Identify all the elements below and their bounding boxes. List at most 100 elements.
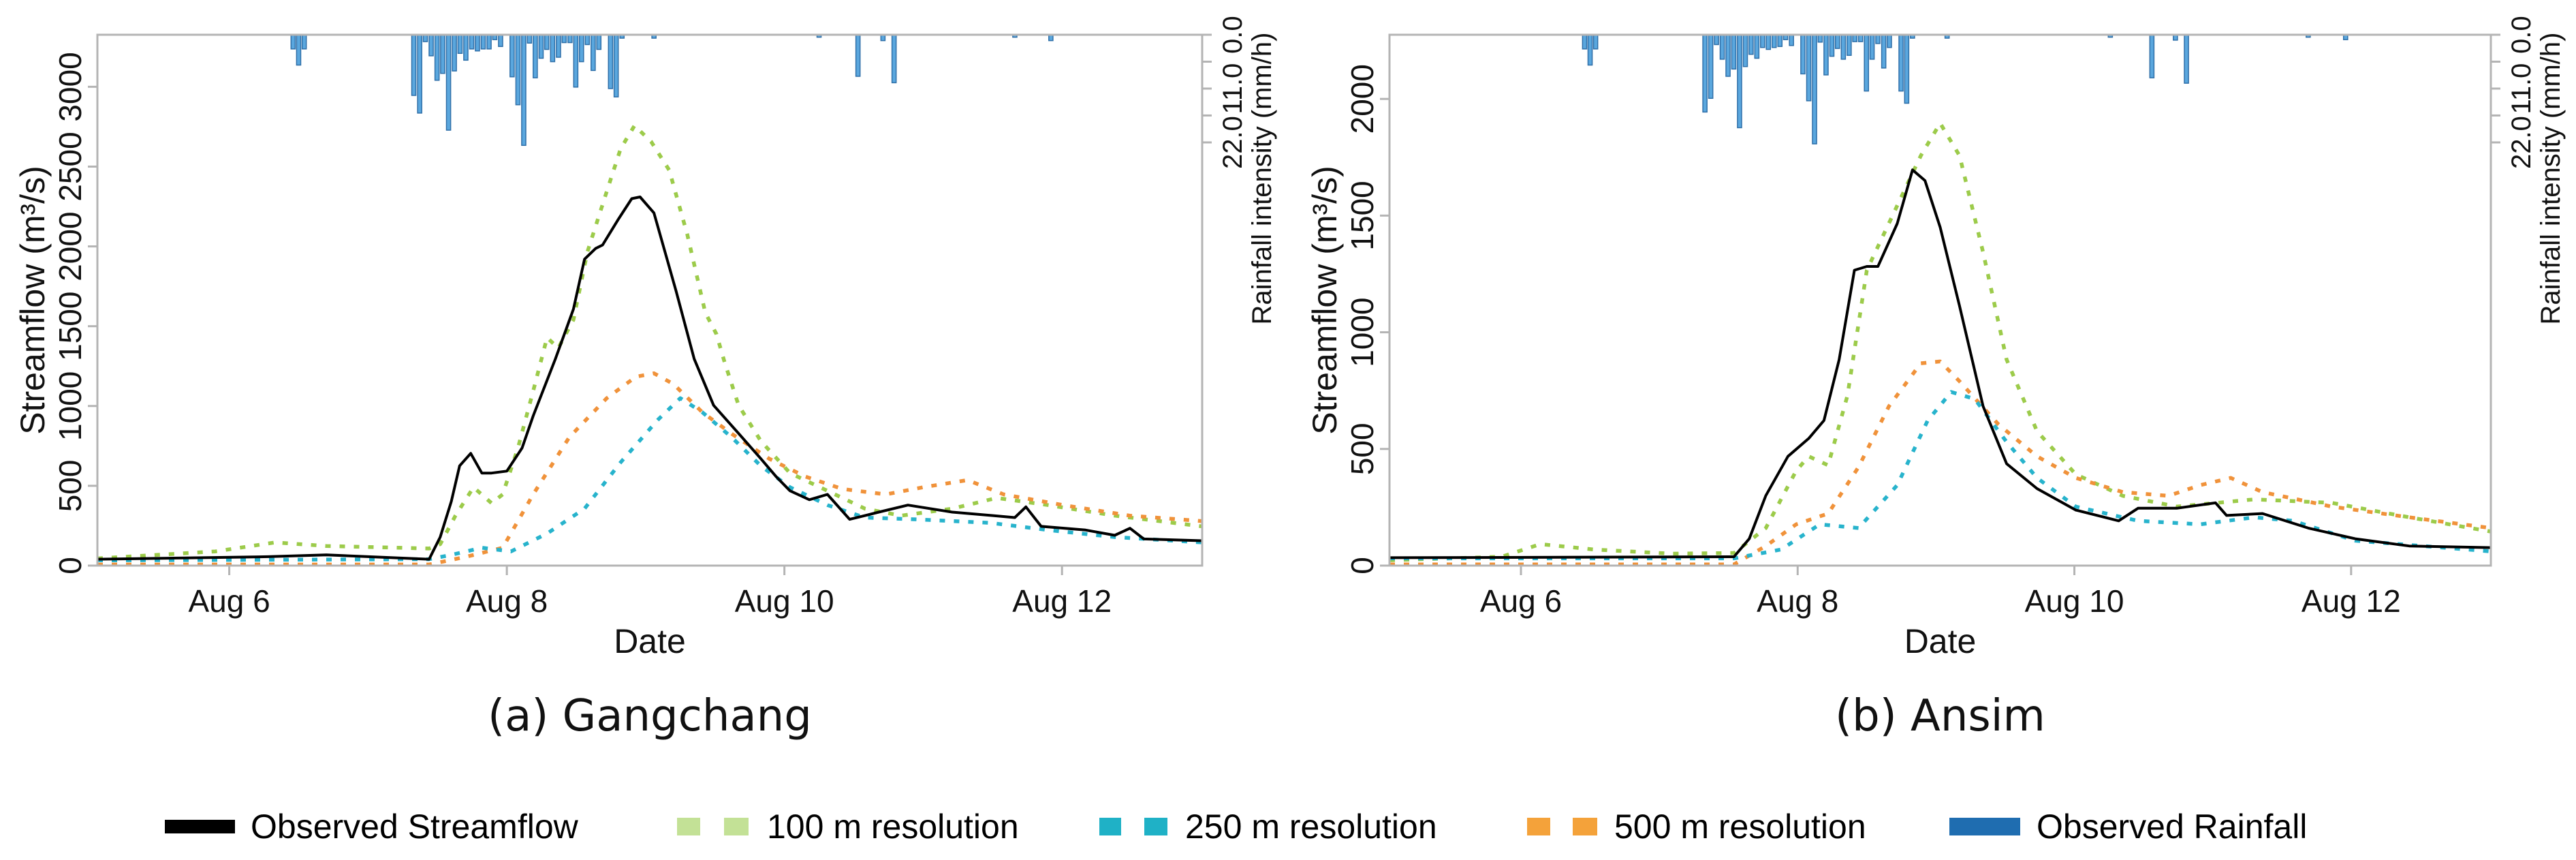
y-axis-title: Streamflow (m³/s)	[14, 166, 52, 434]
rainfall-bar	[1742, 34, 1748, 67]
rainfall-bar	[613, 34, 619, 97]
rain-tick-label: 11.0	[1218, 63, 1248, 114]
rainfall-bar	[1702, 34, 1708, 113]
rain-axis-title: Rainfall intensity (mm/h)	[2536, 32, 2566, 324]
legend-swatch-solid	[165, 820, 235, 833]
rainfall-bar	[561, 34, 567, 44]
legend-item-100m: 100 m resolution	[677, 808, 1019, 846]
rain-tick-label: 0.0	[2507, 16, 2536, 54]
rainfall-bar	[515, 34, 521, 106]
rainfall-bar	[1864, 34, 1870, 92]
rainfall-bar	[1800, 34, 1806, 75]
rainfall-bar	[1725, 34, 1731, 77]
rainfall-bar	[2184, 34, 2189, 84]
rainfall-bar	[596, 34, 602, 50]
rainfall-bar	[1708, 34, 1714, 99]
rainfall-bar	[440, 34, 445, 74]
series-line-250-m-resolution	[97, 396, 1203, 563]
rainfall-bar	[1719, 34, 1725, 60]
rainfall-bar	[463, 34, 469, 61]
rainfall-bar	[301, 34, 307, 50]
legend-swatch-dash	[724, 818, 749, 835]
legend-label: 500 m resolution	[1614, 808, 1866, 846]
rainfall-bar	[411, 34, 417, 96]
rainfall-bar	[855, 34, 861, 77]
plot-frame	[96, 33, 1204, 567]
rainfall-bar	[544, 34, 550, 50]
rainfall-bar	[452, 34, 457, 72]
rainfall-bar	[1857, 34, 1864, 42]
y-tick-label: 2500	[52, 132, 88, 201]
legend-swatch-dash	[1527, 818, 1550, 835]
rainfall-bar	[584, 34, 591, 46]
rainfall-bar	[1852, 34, 1857, 42]
rainfall-bar	[428, 34, 434, 57]
rainfall-bar	[1714, 34, 1719, 46]
series-line-100-m-resolution	[1389, 121, 2492, 562]
rainfall-bar	[527, 34, 533, 44]
legend-item-250m: 250 m resolution	[1099, 808, 1437, 846]
rainfall-bar	[1582, 34, 1588, 50]
rainfall-bar	[475, 34, 480, 52]
x-axis-title: Date	[614, 622, 686, 660]
rainfall-bar	[1789, 34, 1794, 46]
legend-item-500m: 500 m resolution	[1527, 808, 1866, 846]
rainfall-bar	[417, 34, 422, 114]
legend-swatch-dash	[1144, 818, 1167, 835]
x-tick-label: Aug 8	[466, 583, 548, 619]
rainfall-bar	[1847, 34, 1852, 56]
y-tick-label: 0	[1345, 557, 1380, 574]
rainfall-bar	[1748, 34, 1754, 55]
legend-swatch-dash	[1573, 818, 1597, 835]
rainfall-bar	[457, 34, 463, 55]
rainfall-bar	[1869, 34, 1875, 60]
rainfall-bar	[1904, 34, 1910, 104]
y-tick-label: 500	[1345, 423, 1380, 475]
rainfall-bar	[556, 34, 561, 58]
legend: Observed Streamflow 100 m resolution 250…	[165, 808, 2307, 846]
rainfall-bar	[578, 34, 584, 63]
rain-tick-label: 22.0	[1218, 116, 1248, 169]
series-line-500-m-resolution	[1389, 359, 2492, 567]
rainfall-bar	[296, 34, 302, 66]
rainfall-bar	[1834, 34, 1840, 49]
y-tick-label: 3000	[52, 52, 88, 121]
rain-tick-label: 11.0	[2507, 63, 2536, 114]
rainfall-bar	[1898, 34, 1904, 92]
x-tick-label: Aug 10	[735, 583, 834, 619]
rainfall-bar	[1812, 34, 1817, 144]
y-axis-title: Streamflow (m³/s)	[1306, 166, 1344, 434]
y-tick-label: 1000	[52, 371, 88, 441]
rainfall-bar	[591, 34, 596, 72]
rainfall-bar	[422, 34, 428, 42]
rainfall-bar	[2149, 34, 2155, 78]
rainfall-bar	[1777, 34, 1783, 47]
x-tick-label: Aug 10	[2025, 583, 2124, 619]
rainfall-bar	[434, 34, 440, 81]
legend-swatch-dash	[1099, 818, 1121, 835]
rainfall-bar	[1829, 34, 1835, 57]
rainfall-bar	[1737, 34, 1742, 129]
rainfall-bar	[1823, 34, 1829, 76]
legend-item-observed-streamflow: Observed Streamflow	[165, 808, 579, 846]
rainfall-bar	[521, 34, 527, 147]
x-tick-label: Aug 12	[1012, 583, 1112, 619]
rainfall-bar	[290, 34, 296, 50]
series-line-observed-streamflow	[97, 196, 1203, 561]
rainfall-bar	[469, 34, 475, 50]
rainfall-bar	[480, 34, 486, 50]
rainfall-bar	[538, 34, 544, 59]
series-line-500-m-resolution	[97, 371, 1203, 567]
rainfall-bar	[1875, 34, 1881, 44]
rainfall-bar	[1806, 34, 1812, 102]
x-tick-label: Aug 6	[1480, 583, 1562, 619]
rainfall-bar	[509, 34, 515, 78]
rainfall-bar	[445, 34, 452, 131]
series-line-observed-streamflow	[1389, 168, 2492, 559]
x-axis-title: Date	[1904, 622, 1977, 660]
plot-frame	[1388, 33, 2492, 567]
rainfall-bar	[1840, 34, 1847, 60]
chart-gangchang: Aug 6 Aug 8 Aug 10 Aug 12 0 500 1000 1500 2000 25…	[14, 16, 1277, 741]
x-tick-label: Aug 8	[1757, 583, 1838, 619]
